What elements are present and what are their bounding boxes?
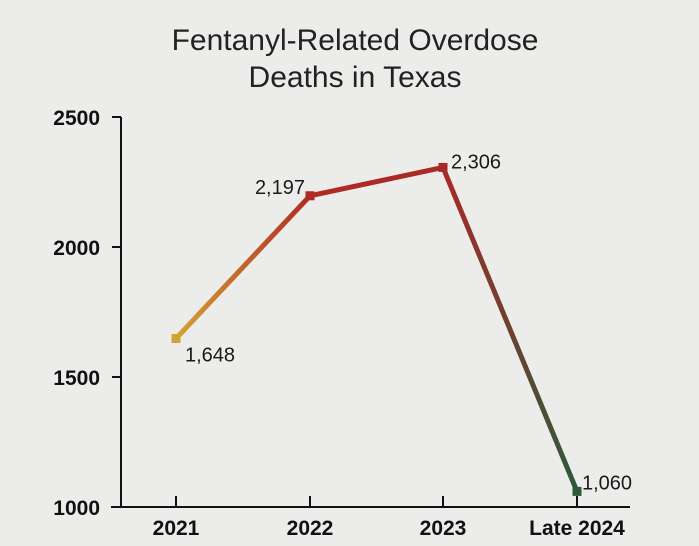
series-line-segment (307, 164, 446, 199)
y-tick-label: 1500 (53, 367, 100, 390)
x-tick-label: 2021 (153, 517, 200, 540)
series-line-segment (440, 164, 580, 494)
data-point (438, 162, 448, 172)
x-tick-label: Late 2024 (529, 517, 625, 540)
data-point (305, 191, 315, 201)
data-labels: 1,648 2,197 2,306 1,060 (185, 151, 632, 494)
y-tick-label: 1000 (53, 497, 100, 520)
series-line (173, 164, 580, 494)
y-tick-label: 2500 (53, 107, 100, 130)
series-line-segment (173, 193, 313, 342)
y-axis-ticks: 1000 1500 2000 2500 (53, 107, 121, 520)
x-axis-ticks: 2021 2022 2023 Late 2024 (153, 496, 625, 540)
chart-title-line-1: Fentanyl-Related Overdose (172, 24, 539, 57)
data-label: 1,648 (185, 345, 235, 367)
data-label: 2,306 (451, 151, 501, 173)
data-label: 2,197 (255, 177, 305, 199)
x-tick-label: 2022 (287, 517, 334, 540)
data-label: 1,060 (582, 472, 632, 494)
y-tick-label: 2000 (53, 237, 100, 260)
data-point (572, 486, 582, 496)
series-points (171, 162, 582, 496)
x-tick-label: 2023 (420, 517, 467, 540)
data-point (171, 334, 181, 344)
chart-title-line-2: Deaths in Texas (249, 61, 462, 94)
